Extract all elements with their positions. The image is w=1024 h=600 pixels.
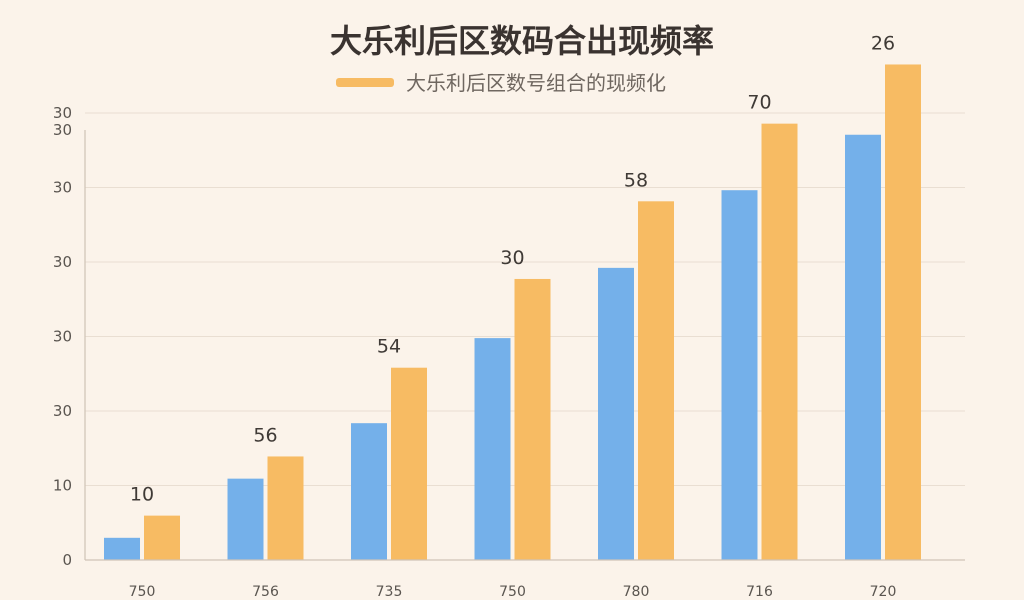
bar-series-2 [761, 123, 798, 560]
y-tick-label: 30 [53, 104, 72, 122]
x-tick-label: 750 [499, 584, 526, 600]
y-tick-label: 30 [53, 121, 72, 139]
bar-series-2 [514, 278, 551, 560]
bars [104, 64, 921, 561]
bar-series-1 [598, 267, 634, 560]
y-tick-label: 30 [53, 402, 72, 420]
x-tick-label: 720 [870, 584, 897, 600]
data-label: 70 [747, 92, 771, 114]
x-tick-label: 756 [252, 584, 279, 600]
x-tick-label: 780 [623, 584, 650, 600]
y-tick-label: 30 [53, 253, 72, 271]
chart-title: 大乐利后区数码合出现频率 [330, 22, 714, 60]
legend-swatch [336, 78, 394, 87]
bar-series-1 [845, 134, 881, 561]
data-label: 58 [624, 169, 648, 191]
y-tick-label: 30 [53, 179, 72, 197]
bar-series-2 [267, 456, 304, 560]
data-label: 56 [253, 424, 277, 446]
bar-series-1 [351, 423, 387, 560]
data-label: 54 [377, 336, 401, 358]
bar-series-1 [721, 190, 758, 561]
x-axis: 750 756 735 750 780 716 720 [85, 559, 965, 600]
bar-series-1 [474, 338, 511, 560]
data-label: 30 [500, 247, 524, 269]
y-tick-label: 10 [53, 477, 72, 495]
x-tick-label: 750 [129, 584, 156, 600]
legend-label: 大乐利后区数号组合的现频化 [406, 71, 666, 95]
bar-series-2 [638, 201, 674, 561]
y-tick-label: 0 [62, 551, 72, 569]
data-labels: 10 56 54 30 58 70 26 [130, 32, 895, 505]
x-tick-label: 735 [376, 584, 403, 600]
bar-series-2 [144, 515, 180, 560]
data-label: 26 [871, 32, 895, 54]
bar-series-2 [391, 367, 427, 560]
bar-series-2 [885, 64, 921, 561]
data-label: 10 [130, 484, 154, 506]
x-tick-label: 716 [746, 584, 773, 600]
bar-series-1 [104, 537, 140, 560]
y-tick-label: 30 [53, 328, 72, 346]
legend: 大乐利后区数号组合的现频化 [336, 71, 666, 95]
bar-series-1 [227, 478, 264, 560]
